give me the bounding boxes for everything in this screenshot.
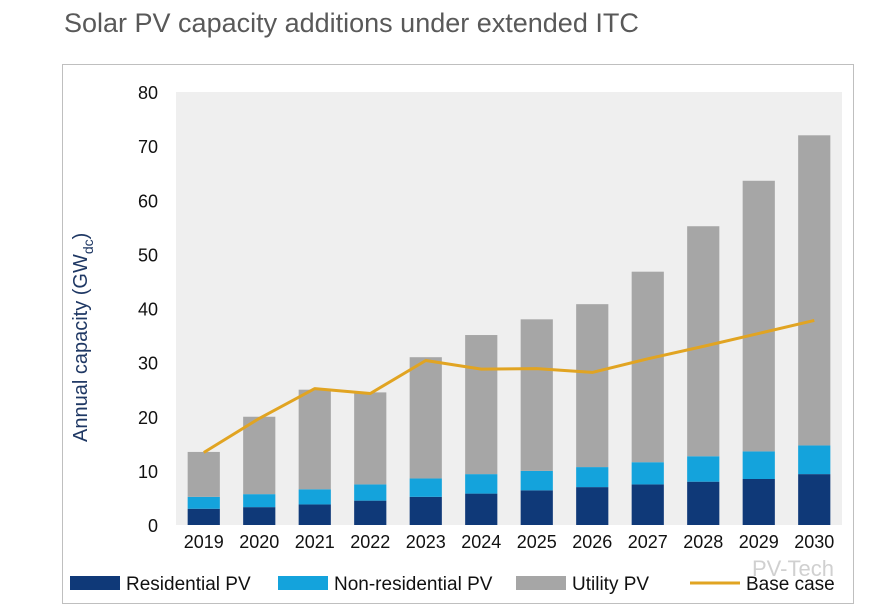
x-tick-label: 2021 [295, 532, 335, 552]
x-tick-label: 2026 [572, 532, 612, 552]
watermark: PV-Tech [752, 556, 834, 581]
bar-residential-pv-2028 [687, 481, 720, 525]
y-axis-label: Annual capacity (GWdc) [70, 233, 96, 442]
y-tick-label: 60 [138, 191, 158, 211]
legend-swatch-residential-pv [70, 576, 120, 590]
y-tick-label: 0 [148, 516, 158, 536]
bar-utility-pv-2027 [631, 271, 664, 463]
legend-label-utility-pv: Utility PV [572, 574, 649, 595]
bar-non-residential-pv-2030 [798, 445, 831, 475]
y-tick-label: 80 [138, 83, 158, 103]
bar-residential-pv-2021 [298, 504, 331, 525]
x-tick-label: 2019 [184, 532, 224, 552]
base-case-line-group [203, 318, 815, 454]
y-tick-label: 50 [138, 245, 158, 265]
bar-utility-pv-2029 [742, 180, 775, 452]
legend-swatch-utility-pv [516, 576, 566, 590]
y-axis-ticks: 0 10 20 30 40 50 60 70 80 [138, 83, 158, 536]
bar-non-residential-pv-2024 [465, 474, 498, 494]
bar-utility-pv-2021 [298, 389, 331, 490]
bar-utility-pv-2030 [798, 135, 831, 446]
bar-utility-pv-2020 [243, 416, 276, 495]
bar-non-residential-pv-2022 [354, 484, 387, 501]
bar-non-residential-pv-2029 [742, 451, 775, 479]
bar-utility-pv-2028 [687, 226, 720, 457]
legend: Residential PV Non-residential PV Utility … [70, 574, 835, 595]
bar-residential-pv-2023 [409, 496, 442, 525]
bar-residential-pv-2027 [631, 484, 664, 525]
bar-residential-pv-2025 [520, 490, 553, 525]
legend-label-base-case: Base case [746, 574, 835, 595]
bar-utility-pv-2025 [520, 319, 553, 471]
bar-non-residential-pv-2026 [576, 467, 609, 488]
bar-residential-pv-2029 [742, 478, 775, 525]
x-tick-label: 2030 [794, 532, 834, 552]
x-tick-label: 2028 [683, 532, 723, 552]
x-tick-label: 2022 [350, 532, 390, 552]
bar-non-residential-pv-2019 [187, 496, 220, 509]
bar-utility-pv-2022 [354, 392, 387, 485]
bar-utility-pv-2026 [576, 304, 609, 468]
bar-residential-pv-2024 [465, 493, 498, 525]
legend-label-non-residential-pv: Non-residential PV [334, 574, 493, 595]
bar-utility-pv-2023 [409, 357, 442, 479]
x-tick-label: 2023 [406, 532, 446, 552]
bar-non-residential-pv-2027 [631, 462, 664, 485]
x-tick-label: 2020 [239, 532, 279, 552]
y-tick-label: 30 [138, 354, 158, 374]
bar-residential-pv-2030 [798, 474, 831, 525]
bar-residential-pv-2019 [187, 508, 220, 525]
base-case-line [203, 318, 815, 454]
bar-utility-pv-2019 [187, 451, 220, 497]
y-tick-label: 70 [138, 137, 158, 157]
y-tick-label: 10 [138, 462, 158, 482]
bar-non-residential-pv-2028 [687, 456, 720, 482]
x-tick-label: 2024 [461, 532, 501, 552]
legend-label-residential-pv: Residential PV [126, 574, 251, 595]
x-tick-label: 2029 [739, 532, 779, 552]
bar-utility-pv-2024 [465, 335, 498, 475]
bar-non-residential-pv-2025 [520, 470, 553, 491]
legend-swatch-non-residential-pv [278, 576, 328, 590]
y-tick-label: 40 [138, 300, 158, 320]
y-tick-label: 20 [138, 408, 158, 428]
bar-non-residential-pv-2020 [243, 494, 276, 508]
x-tick-label: 2027 [628, 532, 668, 552]
bar-residential-pv-2020 [243, 507, 276, 525]
x-tick-label: 2025 [517, 532, 557, 552]
x-axis-ticks: 2019 2020 2021 2022 2023 2024 2025 2026 2027 2028… [184, 532, 835, 552]
bar-residential-pv-2022 [354, 500, 387, 525]
bar-non-residential-pv-2021 [298, 489, 331, 505]
page-title: Solar PV capacity additions under extend… [64, 8, 639, 38]
plot-background [176, 92, 842, 525]
bars-group [187, 135, 831, 525]
bar-non-residential-pv-2023 [409, 478, 442, 497]
bar-residential-pv-2026 [576, 487, 609, 525]
